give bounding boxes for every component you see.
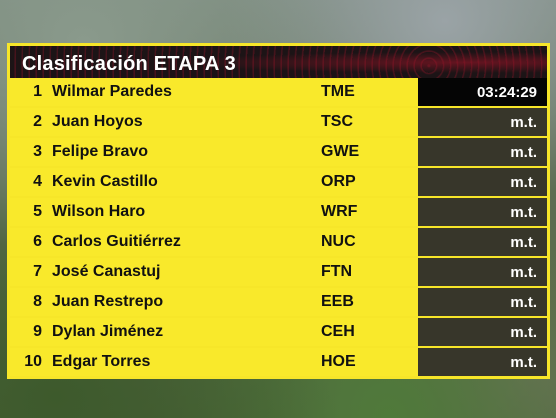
time-background — [418, 138, 547, 166]
time-background — [418, 198, 547, 226]
time-background — [418, 258, 547, 286]
row-background — [10, 288, 418, 316]
position: 3 — [33, 143, 42, 160]
title-bar: Clasificación ETAPA 3 — [10, 46, 547, 79]
panel-title: Clasificación ETAPA 3 — [22, 53, 236, 75]
time-background — [418, 318, 547, 346]
rider-name: Wilmar Paredes — [52, 83, 172, 100]
position: 5 — [33, 203, 42, 220]
time-background — [418, 168, 547, 196]
position: 9 — [33, 323, 42, 340]
team-code: NUC — [321, 233, 356, 250]
rider-name: Felipe Bravo — [52, 143, 149, 160]
rider-name: Wilson Haro — [52, 203, 146, 220]
time-background — [418, 228, 547, 256]
row-background — [10, 78, 418, 106]
row-background — [10, 228, 418, 256]
team-code: TSC — [321, 113, 353, 130]
standings-row: 3 Felipe Bravo GWE m.t. — [10, 138, 547, 166]
time-background — [418, 78, 547, 106]
standings-panel: Clasificación ETAPA 3 1 Wilmar Paredes TME… — [7, 43, 550, 379]
time: 03:24:29 — [476, 84, 537, 101]
time-background — [418, 348, 547, 376]
time: m.t. — [510, 114, 537, 131]
standings-row: 8 Juan Restrepo EEB m.t. — [10, 288, 547, 316]
team-code: ORP — [321, 173, 356, 190]
position: 2 — [33, 113, 42, 130]
time: m.t. — [510, 354, 537, 371]
position: 1 — [33, 83, 42, 100]
row-background — [10, 258, 418, 286]
team-code: EEB — [321, 293, 354, 310]
standings-row: 7 José Canastuj FTN m.t. — [10, 258, 547, 286]
time: m.t. — [510, 324, 537, 341]
team-code: FTN — [321, 263, 353, 280]
position: 8 — [33, 293, 42, 310]
standings-row: 6 Carlos Guitiérrez NUC m.t. — [10, 228, 547, 256]
position: 10 — [24, 353, 42, 370]
standings-row: 10 Edgar Torres HOE m.t. — [10, 348, 547, 376]
rider-name: Edgar Torres — [52, 353, 151, 370]
row-background — [10, 168, 418, 196]
standings-row: 4 Kevin Castillo ORP m.t. — [10, 168, 547, 196]
team-code: HOE — [321, 353, 356, 370]
time-background — [418, 108, 547, 136]
standings-row: 5 Wilson Haro WRF m.t. — [10, 198, 547, 226]
rider-name: José Canastuj — [52, 263, 161, 280]
time: m.t. — [510, 264, 537, 281]
team-code: TME — [321, 83, 355, 100]
row-background — [10, 108, 418, 136]
time: m.t. — [510, 174, 537, 191]
row-background — [10, 138, 418, 166]
rider-name: Juan Restrepo — [52, 293, 164, 310]
rider-name: Dylan Jiménez — [52, 323, 164, 340]
team-code: CEH — [321, 323, 355, 340]
standings-row: 9 Dylan Jiménez CEH m.t. — [10, 318, 547, 346]
standings-row: 1 Wilmar Paredes TME 03:24:29 — [10, 78, 547, 106]
time: m.t. — [510, 204, 537, 221]
time-background — [418, 288, 547, 316]
row-background — [10, 318, 418, 346]
position: 7 — [33, 263, 42, 280]
rider-name: Juan Hoyos — [52, 113, 143, 130]
position: 6 — [33, 233, 42, 250]
position: 4 — [33, 173, 42, 190]
time: m.t. — [510, 294, 537, 311]
time: m.t. — [510, 144, 537, 161]
team-code: GWE — [321, 143, 360, 160]
row-background — [10, 348, 418, 376]
row-background — [10, 198, 418, 226]
team-code: WRF — [321, 203, 358, 220]
rider-name: Carlos Guitiérrez — [52, 233, 181, 250]
rider-name: Kevin Castillo — [52, 173, 158, 190]
time: m.t. — [510, 234, 537, 251]
standings-row: 2 Juan Hoyos TSC m.t. — [10, 108, 547, 136]
